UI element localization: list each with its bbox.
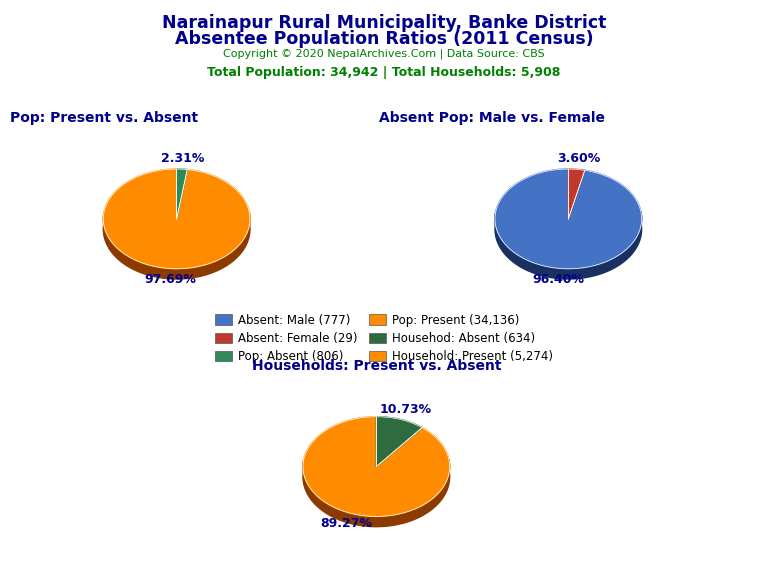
Text: 10.73%: 10.73% [380,403,432,416]
Polygon shape [303,459,449,526]
Text: 97.69%: 97.69% [144,273,196,286]
Polygon shape [495,211,641,279]
Polygon shape [303,416,449,517]
Polygon shape [376,416,422,467]
Text: 3.60%: 3.60% [557,152,600,165]
Legend: Absent: Male (777), Absent: Female (29), Pop: Absent (806), Pop: Present (34,136: Absent: Male (777), Absent: Female (29),… [210,309,558,368]
Text: 2.31%: 2.31% [161,151,205,165]
Polygon shape [568,169,584,219]
Text: Total Population: 34,942 | Total Households: 5,908: Total Population: 34,942 | Total Househo… [207,66,561,79]
Text: Narainapur Rural Municipality, Banke District: Narainapur Rural Municipality, Banke Dis… [162,14,606,32]
Polygon shape [104,212,250,279]
Text: Absent Pop: Male vs. Female: Absent Pop: Male vs. Female [379,111,604,125]
Polygon shape [495,169,641,269]
Text: Pop: Present vs. Absent: Pop: Present vs. Absent [10,111,197,125]
Text: 96.40%: 96.40% [532,273,584,286]
Text: 89.27%: 89.27% [321,517,372,530]
Text: Absentee Population Ratios (2011 Census): Absentee Population Ratios (2011 Census) [174,30,594,48]
Polygon shape [177,169,187,219]
Polygon shape [104,169,250,269]
Text: Households: Present vs. Absent: Households: Present vs. Absent [252,359,501,373]
Text: Copyright © 2020 NepalArchives.Com | Data Source: CBS: Copyright © 2020 NepalArchives.Com | Dat… [223,48,545,59]
